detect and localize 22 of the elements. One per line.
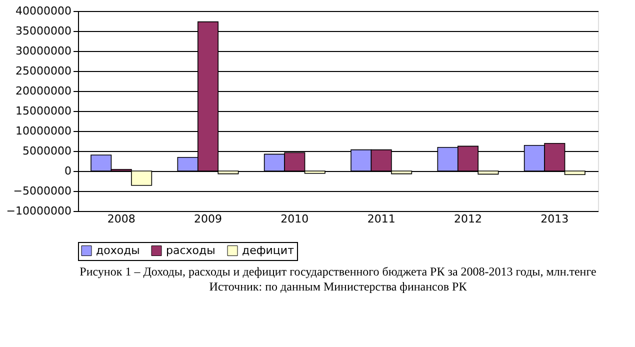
y-tick-label: 10000000 <box>16 124 72 138</box>
y-tick-label: −10000000 <box>6 204 72 218</box>
y-tick-label: 25000000 <box>16 64 72 78</box>
y-tick-label: 30000000 <box>16 44 72 58</box>
y-tick-label: 40000000 <box>16 4 72 18</box>
y-tick-label: 20000000 <box>16 84 72 98</box>
x-tick-label: 2012 <box>454 212 482 226</box>
text: Рисунок 1 – Доходы, расходы и дефицит государственного бюджета РК за 2008-2013 годы, млн.тенге <box>80 264 596 278</box>
legend-label: доходы <box>96 244 140 257</box>
x-tick-label: 2010 <box>280 212 309 226</box>
x-tick-label: 2009 <box>194 212 222 226</box>
x-tick-label: 2013 <box>540 212 569 226</box>
y-tick-label: −5000000 <box>13 184 72 198</box>
y-tick-label: 5000000 <box>22 144 72 158</box>
legend-label: дефицит <box>242 244 295 257</box>
y-tick-label: 35000000 <box>16 24 72 38</box>
y-tick-label: 15000000 <box>16 104 72 118</box>
x-tick-label: 2011 <box>367 212 396 226</box>
x-tick-label: 2008 <box>107 212 136 226</box>
y-tick-label: 0 <box>64 164 72 178</box>
legend-label: расходы <box>166 244 216 257</box>
text: Источник: по данным Министерства финансов РК <box>209 280 468 294</box>
